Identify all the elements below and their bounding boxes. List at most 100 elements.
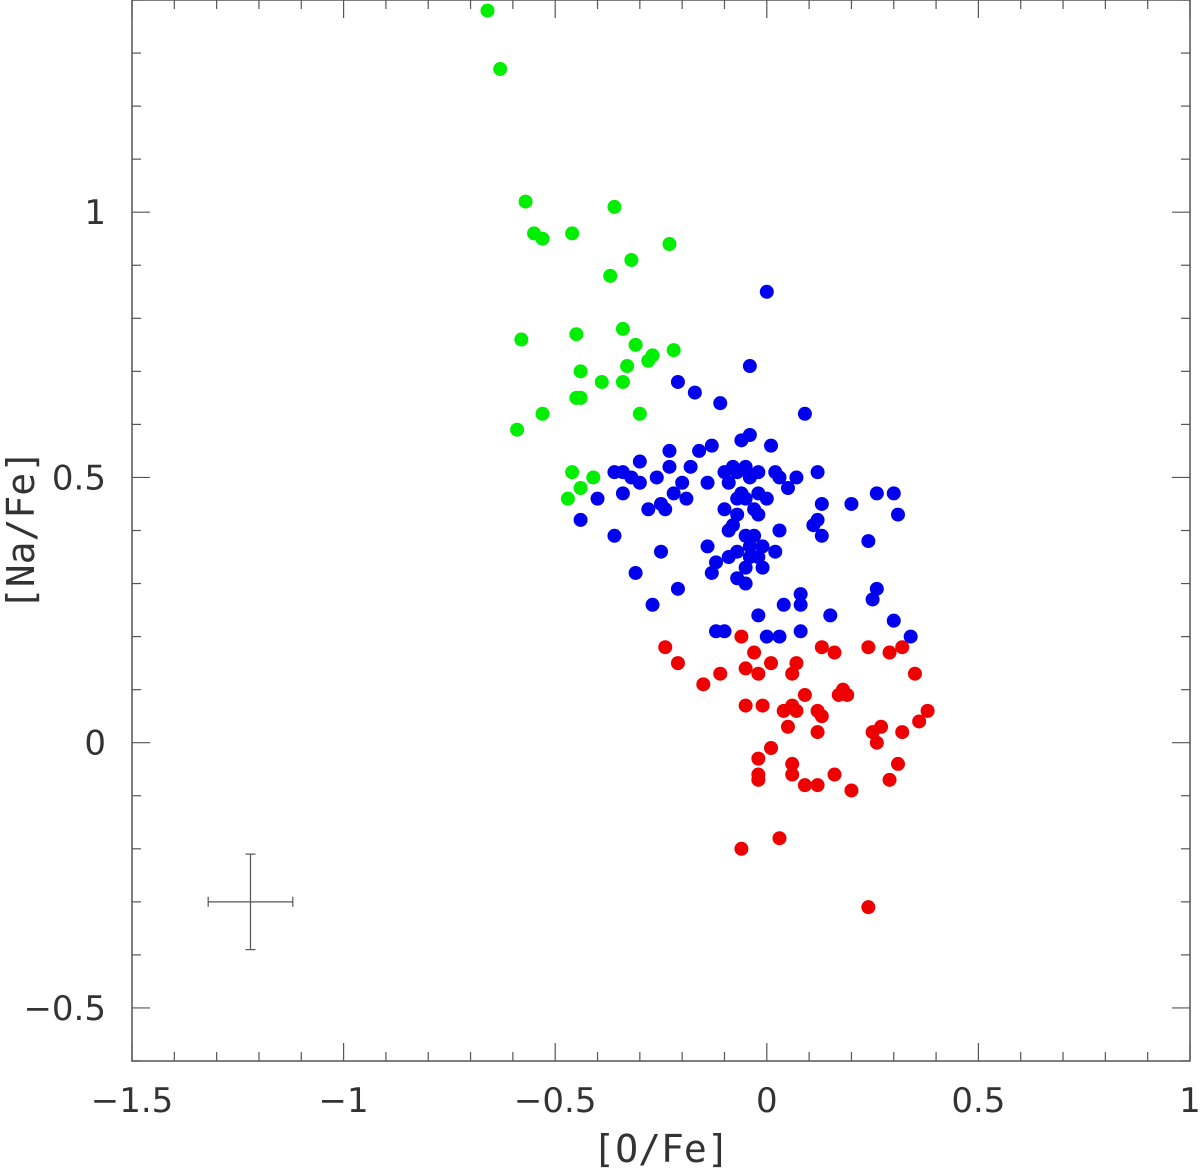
data-point <box>480 3 495 18</box>
data-point <box>620 359 635 374</box>
data-point <box>751 751 766 766</box>
y-tick-label: −0.5 <box>23 989 106 1029</box>
data-point <box>882 772 897 787</box>
data-point <box>713 396 728 411</box>
data-point <box>861 640 876 655</box>
data-point <box>755 539 770 554</box>
data-point <box>844 496 859 511</box>
data-points <box>480 3 935 915</box>
data-point <box>717 502 732 517</box>
data-point <box>764 656 779 671</box>
data-point <box>759 629 774 644</box>
data-point <box>700 475 715 490</box>
data-point <box>759 284 774 299</box>
data-point <box>776 703 791 718</box>
data-point <box>903 629 918 644</box>
data-point <box>510 422 525 437</box>
y-tick-label: 1 <box>84 193 106 233</box>
data-point <box>709 555 724 570</box>
data-point <box>734 841 749 856</box>
data-point <box>890 507 905 522</box>
data-point <box>628 565 643 580</box>
data-point <box>704 565 719 580</box>
data-point <box>662 237 677 252</box>
data-point <box>772 629 787 644</box>
data-point <box>738 560 753 575</box>
data-point <box>751 550 766 565</box>
data-point <box>615 374 630 389</box>
data-point <box>844 783 859 798</box>
data-point <box>861 534 876 549</box>
data-point <box>721 523 736 538</box>
data-point <box>912 714 927 729</box>
x-axis-label: [O/Fe] <box>592 1127 729 1171</box>
data-point <box>734 433 749 448</box>
data-point <box>742 470 757 485</box>
data-point <box>810 778 825 793</box>
data-point <box>573 512 588 527</box>
data-point <box>764 741 779 756</box>
data-point <box>700 539 715 554</box>
data-point <box>840 687 855 702</box>
data-point <box>514 332 529 347</box>
data-point <box>751 772 766 787</box>
data-point <box>882 645 897 660</box>
data-point <box>569 390 584 405</box>
data-point <box>827 767 842 782</box>
data-point <box>814 528 829 543</box>
data-point <box>675 475 690 490</box>
data-point <box>814 496 829 511</box>
data-point <box>755 698 770 713</box>
data-point <box>823 608 838 623</box>
data-point <box>717 465 732 480</box>
x-tick-label: 1 <box>1179 1081 1200 1121</box>
data-point <box>565 226 580 241</box>
data-point <box>772 470 787 485</box>
data-point <box>704 438 719 453</box>
data-point <box>535 231 550 246</box>
data-point <box>810 725 825 740</box>
data-point <box>759 491 774 506</box>
data-point <box>670 374 685 389</box>
axis-ticks <box>131 0 1191 1062</box>
data-point <box>594 374 609 389</box>
data-point <box>662 459 677 474</box>
data-point <box>713 666 728 681</box>
data-point <box>670 656 685 671</box>
data-point <box>789 656 804 671</box>
data-point <box>590 491 605 506</box>
data-point <box>751 666 766 681</box>
data-point <box>721 550 736 565</box>
data-point <box>886 613 901 628</box>
data-point <box>768 544 783 559</box>
error-bar <box>207 853 294 951</box>
data-point <box>738 661 753 676</box>
data-point <box>780 481 795 496</box>
data-point <box>895 725 910 740</box>
data-point <box>869 581 884 596</box>
data-point <box>789 703 804 718</box>
data-point <box>810 465 825 480</box>
data-point <box>645 597 660 612</box>
data-point <box>632 475 647 490</box>
data-point <box>632 406 647 421</box>
data-point <box>793 597 808 612</box>
data-point <box>658 502 673 517</box>
data-point <box>628 337 643 352</box>
data-point <box>865 725 880 740</box>
data-point <box>776 597 791 612</box>
data-point <box>738 698 753 713</box>
data-point <box>920 703 935 718</box>
x-tick-label: 0.5 <box>951 1081 1005 1121</box>
data-point <box>747 528 762 543</box>
data-point <box>827 645 842 660</box>
data-point <box>641 353 656 368</box>
y-tick-label: 0 <box>84 724 106 764</box>
data-point <box>607 528 622 543</box>
data-point <box>692 443 707 458</box>
data-point <box>654 544 668 559</box>
data-point <box>734 629 749 644</box>
data-point <box>785 756 800 771</box>
data-point <box>662 443 677 458</box>
x-tick-label: 0 <box>756 1081 778 1121</box>
